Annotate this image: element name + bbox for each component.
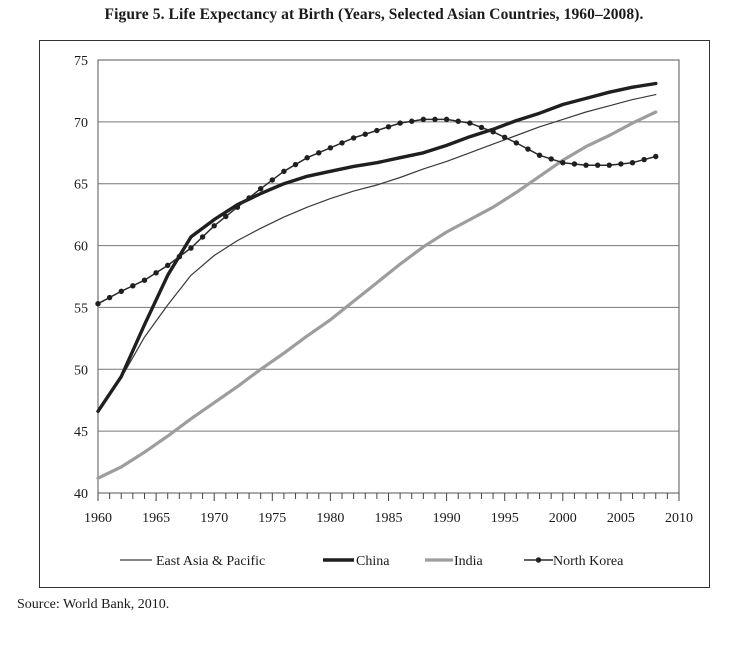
x-tick-label-2010: 2010 [665, 511, 693, 526]
series-point-north-korea [548, 156, 554, 162]
series-point-north-korea [199, 234, 206, 240]
series-point-north-korea [316, 150, 322, 156]
figure-title: Figure 5. Life Expectancy at Birth (Year… [104, 6, 644, 23]
series-point-north-korea [281, 168, 287, 175]
x-tick-label-2000: 2000 [549, 511, 577, 526]
series-point-north-korea [165, 262, 171, 269]
series-point-north-korea [606, 162, 612, 168]
series-point-north-korea [560, 159, 566, 166]
series-point-north-korea [304, 155, 310, 161]
series-line-east-asia-pacific [97, 93, 657, 412]
series-point-north-korea [594, 162, 601, 168]
series-point-north-korea [409, 118, 415, 124]
line-chart: 40 45 50 55 60 65 70 75 1960 1965 1970 1975 1980 1985… [74, 54, 693, 569]
legend-label-north-korea: North Korea [553, 554, 624, 569]
x-tick-label-1960: 1960 [84, 511, 112, 526]
series-point-north-korea [95, 301, 101, 307]
series-point-north-korea [118, 288, 124, 295]
x-tick-label-1975: 1975 [258, 511, 286, 526]
y-tick-label-50: 50 [74, 363, 88, 378]
series-point-north-korea [571, 161, 578, 167]
legend-label-china: China [356, 554, 390, 569]
series-point-north-korea [432, 116, 438, 123]
chart-frame: 40 45 50 55 60 65 70 75 1960 1965 1970 1975 1980 1985… [39, 40, 710, 588]
legend-marker-north-korea [535, 557, 542, 563]
y-tick-label-65: 65 [74, 178, 88, 193]
y-tick-label-75: 75 [74, 54, 88, 69]
series-point-north-korea [502, 134, 508, 141]
series-line-china [96, 81, 658, 413]
series-point-north-korea [362, 131, 368, 137]
x-tick-label-1970: 1970 [200, 511, 228, 526]
legend-label-east-asia-pacific: East Asia & Pacific [156, 554, 265, 569]
series-point-north-korea [269, 177, 275, 183]
series-point-north-korea [467, 120, 473, 126]
series-point-north-korea [223, 213, 229, 220]
series-point-north-korea [443, 116, 450, 123]
series-point-north-korea [653, 153, 659, 160]
y-tick-label-40: 40 [74, 487, 88, 502]
series-point-north-korea [420, 116, 427, 123]
series-point-north-korea [153, 270, 159, 276]
series-point-north-korea [478, 124, 485, 131]
series-point-north-korea [106, 294, 113, 301]
x-tick-label-1990: 1990 [433, 511, 461, 526]
series-point-north-korea [513, 140, 520, 146]
x-tick-label-2005: 2005 [607, 511, 635, 526]
series-point-north-korea [257, 185, 264, 192]
y-tick-label-45: 45 [74, 425, 88, 440]
series-point-north-korea [629, 159, 636, 166]
series-point-north-korea [176, 254, 183, 260]
series-point-north-korea [455, 118, 461, 124]
series-point-north-korea [141, 277, 148, 283]
series-point-north-korea [641, 156, 647, 163]
y-tick-label-60: 60 [74, 240, 88, 255]
series-point-north-korea [211, 223, 217, 229]
series-point-north-korea [618, 161, 624, 167]
series-point-north-korea [246, 195, 252, 201]
series-point-north-korea [130, 283, 136, 289]
y-tick-label-55: 55 [74, 301, 88, 316]
series-point-north-korea [525, 146, 531, 152]
series-point-north-korea [188, 245, 194, 251]
series-line-north-korea [97, 118, 657, 305]
series-point-north-korea [234, 204, 241, 210]
series-point-north-korea [327, 145, 334, 151]
series-point-north-korea [536, 152, 543, 158]
series-point-north-korea [374, 127, 380, 134]
y-tick-label-70: 70 [74, 116, 88, 131]
series-line-india [96, 110, 658, 480]
series-point-north-korea [350, 135, 357, 141]
series-point-north-korea [292, 161, 299, 168]
x-tick-label-1965: 1965 [142, 511, 170, 526]
series-point-north-korea [397, 120, 403, 126]
series-point-north-korea [339, 140, 345, 146]
x-tick-label-1980: 1980 [316, 511, 344, 526]
x-tick-label-1995: 1995 [491, 511, 519, 526]
series-point-north-korea [583, 162, 589, 168]
source-note: Source: World Bank, 2010. [17, 597, 170, 612]
x-tick-label-1985: 1985 [375, 511, 403, 526]
series-point-north-korea [385, 124, 392, 130]
legend-label-india: India [454, 554, 484, 569]
series-point-north-korea [490, 129, 496, 135]
